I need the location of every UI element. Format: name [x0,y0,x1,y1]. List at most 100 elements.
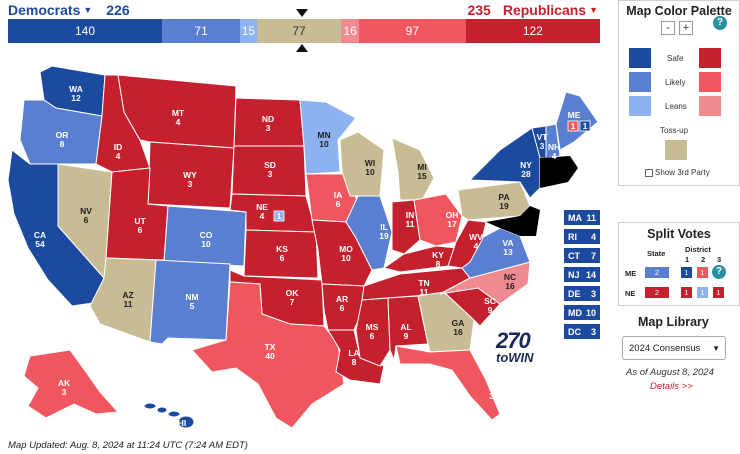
state-nm[interactable] [149,259,231,345]
swatch-leans-r[interactable] [699,96,721,116]
ne-district-2-cell[interactable]: 1 [697,287,708,298]
state-label-mo: MO [339,244,353,254]
me-state-box[interactable]: 2 [645,267,669,278]
split-votes-title: Split Votes [647,227,711,241]
state-mid-atlantic[interactable] [486,206,540,236]
show-3rd-party-checkbox[interactable]: Show 3rd Party [645,168,710,177]
state-label-nm: NM [185,292,198,302]
district-number-3: 3 [717,255,722,264]
state-ev-az: 11 [124,299,133,309]
state-ev-ny: 28 [521,169,531,179]
zoom-in-button[interactable]: + [679,21,693,35]
state-ak[interactable] [23,349,120,419]
small-state-dc[interactable]: DC 3 [564,324,600,339]
swatch-safe-d[interactable] [629,48,651,68]
ne-state-box[interactable]: 2 [645,287,669,298]
state-in[interactable] [391,199,421,255]
republicans-total: 235 [467,2,491,18]
zoom-out-button[interactable]: - [661,21,675,35]
details-link[interactable]: Details >> [650,381,693,392]
small-state-abbr: DC [568,326,581,337]
small-state-abbr: MA [568,212,582,223]
state-tx[interactable] [191,281,345,429]
small-state-nj[interactable]: NJ 14 [564,267,600,282]
state-ev-wy: 3 [188,179,193,189]
swatch-likely-d[interactable] [629,72,651,92]
state-ev-ia: 6 [336,199,341,209]
swatch-safe-r[interactable] [699,48,721,68]
state-label-pa: PA [498,192,509,202]
small-state-ev: 3 [590,326,596,337]
small-state-de[interactable]: DE 3 [564,286,600,301]
democrats-dropdown[interactable]: Democrats ▼ 226 [8,2,130,18]
me-row-label: ME [625,269,637,278]
state-ev-al: 9 [404,331,409,341]
state-label-tn: TN [418,278,429,288]
state-label-mt: MT [172,108,185,118]
ne-district-2-box[interactable] [273,210,285,222]
small-state-ma[interactable]: MA 11 [564,210,600,225]
state-wv[interactable] [447,219,487,269]
state-ev-or: 8 [60,139,65,149]
me-district-1-box[interactable] [579,120,591,132]
ne-district-1-cell[interactable]: 1 [681,287,692,298]
state-new-england[interactable] [540,156,578,188]
state-ev-tx: 40 [265,351,275,361]
swatch-tossup[interactable] [665,140,687,160]
palette-help-icon[interactable]: ? [713,16,727,30]
state-label-va: VA [502,238,513,248]
state-ev-nd: 3 [266,123,271,133]
state-label-al: AL [400,322,411,332]
checkbox-icon [645,168,653,177]
state-la[interactable] [327,329,385,385]
state-mn[interactable] [299,99,357,175]
electoral-tally-bar: 140 71 15 77 16 97 122 [8,19,600,43]
state-ev-mn: 10 [319,139,329,149]
republicans-dropdown[interactable]: 235 Republicans ▼ [467,2,602,18]
small-state-ri[interactable]: RI 4 [564,229,600,244]
state-label-ks: KS [276,244,288,254]
state-ev-in: 11 [406,219,415,229]
state-hi[interactable] [143,402,195,429]
small-state-md[interactable]: MD 10 [564,305,600,320]
state-ks[interactable] [243,229,319,279]
leans-label: Leans [665,102,687,111]
state-wi[interactable] [339,131,385,197]
state-label-ne: NE [256,202,268,212]
state-label-mn: MN [317,130,330,140]
tally-segment-likely-r: 97 [358,19,466,43]
state-pa[interactable] [457,181,531,221]
palette-title: Map Color Palette [626,4,732,18]
state-label-ms: MS [366,322,379,332]
state-ev-va: 13 [503,247,513,257]
state-label-ny: NY [520,160,532,170]
state-ev-ak: 3 [62,387,67,397]
state-fl[interactable] [395,345,501,421]
state-label-ga: GA [452,318,465,328]
state-ev-nm: 5 [190,301,195,311]
state-ev-nv: 6 [84,215,89,225]
likely-label: Likely [665,78,686,87]
map-library-select[interactable]: 2024 Consensus ▼ [622,336,726,360]
me-district-1-cell[interactable]: 1 [681,267,692,278]
us-electoral-map[interactable]: WA12OR8CA54NV6ID4MT4WY3UT6AZ11CO10NM5ND3… [0,50,610,445]
swatch-likely-r[interactable] [699,72,721,92]
state-mi[interactable] [391,137,435,201]
swatch-leans-d[interactable] [629,96,651,116]
district-number-2: 2 [701,255,706,264]
me-district-2-box[interactable] [567,120,579,132]
state-il[interactable] [345,195,393,271]
small-state-ev: 7 [590,250,596,261]
ne-district-3-cell[interactable]: 1 [713,287,724,298]
me-district-2-cell[interactable]: 1 [697,267,708,278]
state-ca[interactable] [7,149,105,307]
small-state-ct[interactable]: CT 7 [564,248,600,263]
state-ev-wi: 10 [365,167,375,177]
state-ev-sd: 3 [268,169,273,179]
state-label-oh: OH [446,210,459,220]
state-ev-co: 10 [201,239,211,249]
state-label-or: OR [56,130,69,140]
state-label-ak: AK [58,378,71,388]
state-nh[interactable] [545,123,561,159]
split-votes-help-icon[interactable]: ? [712,265,726,279]
